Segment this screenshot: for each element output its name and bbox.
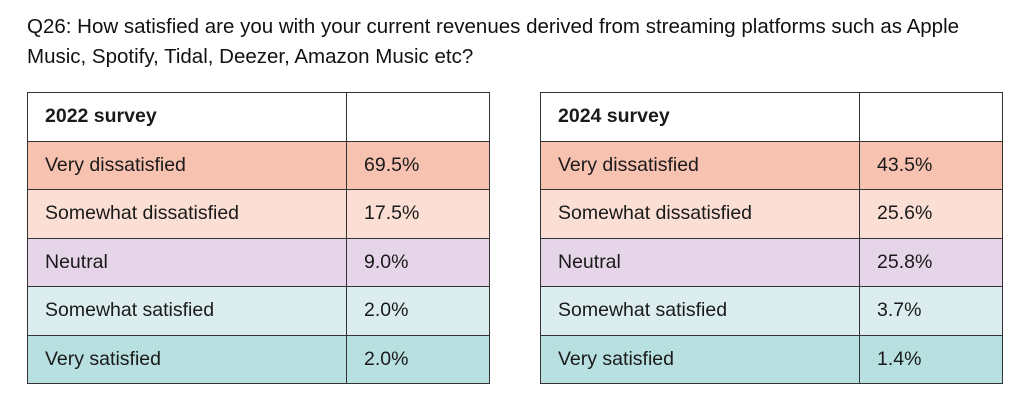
table-row: Somewhat dissatisfied 25.6% (540, 189, 1003, 239)
row-value: 17.5% (346, 189, 490, 239)
row-value: 2.0% (346, 334, 490, 384)
row-label: Very satisfied (27, 334, 347, 384)
row-label: Somewhat dissatisfied (27, 189, 347, 239)
row-value: 25.6% (859, 189, 1003, 239)
table-row: Very dissatisfied 69.5% (27, 140, 490, 190)
row-value: 25.8% (859, 237, 1003, 287)
table-row: Very satisfied 2.0% (27, 334, 490, 384)
table-header-row: 2022 survey (27, 92, 490, 142)
row-value: 2.0% (346, 286, 490, 336)
table-header-value (859, 92, 1003, 142)
row-value: 3.7% (859, 286, 1003, 336)
table-row: Neutral 9.0% (27, 237, 490, 287)
row-value: 9.0% (346, 237, 490, 287)
table-header-label: 2024 survey (540, 92, 860, 142)
table-row: Somewhat satisfied 3.7% (540, 286, 1003, 336)
table-row: Very satisfied 1.4% (540, 334, 1003, 384)
table-row: Very dissatisfied 43.5% (540, 140, 1003, 190)
row-label: Somewhat dissatisfied (540, 189, 860, 239)
table-header-label: 2022 survey (27, 92, 347, 142)
row-label: Very dissatisfied (27, 140, 347, 190)
table-row: Neutral 25.8% (540, 237, 1003, 287)
survey-table-2022: 2022 survey Very dissatisfied 69.5% Some… (27, 92, 490, 384)
row-label: Neutral (540, 237, 860, 287)
row-value: 69.5% (346, 140, 490, 190)
survey-table-2024: 2024 survey Very dissatisfied 43.5% Some… (540, 92, 1003, 384)
row-label: Very dissatisfied (540, 140, 860, 190)
row-value: 1.4% (859, 334, 1003, 384)
table-row: Somewhat dissatisfied 17.5% (27, 189, 490, 239)
table-header-value (346, 92, 490, 142)
table-row: Somewhat satisfied 2.0% (27, 286, 490, 336)
question-title: Q26: How satisfied are you with your cur… (27, 15, 960, 68)
table-header-row: 2024 survey (540, 92, 1003, 142)
row-label: Neutral (27, 237, 347, 287)
row-value: 43.5% (859, 140, 1003, 190)
row-label: Somewhat satisfied (540, 286, 860, 336)
row-label: Somewhat satisfied (27, 286, 347, 336)
row-label: Very satisfied (540, 334, 860, 384)
